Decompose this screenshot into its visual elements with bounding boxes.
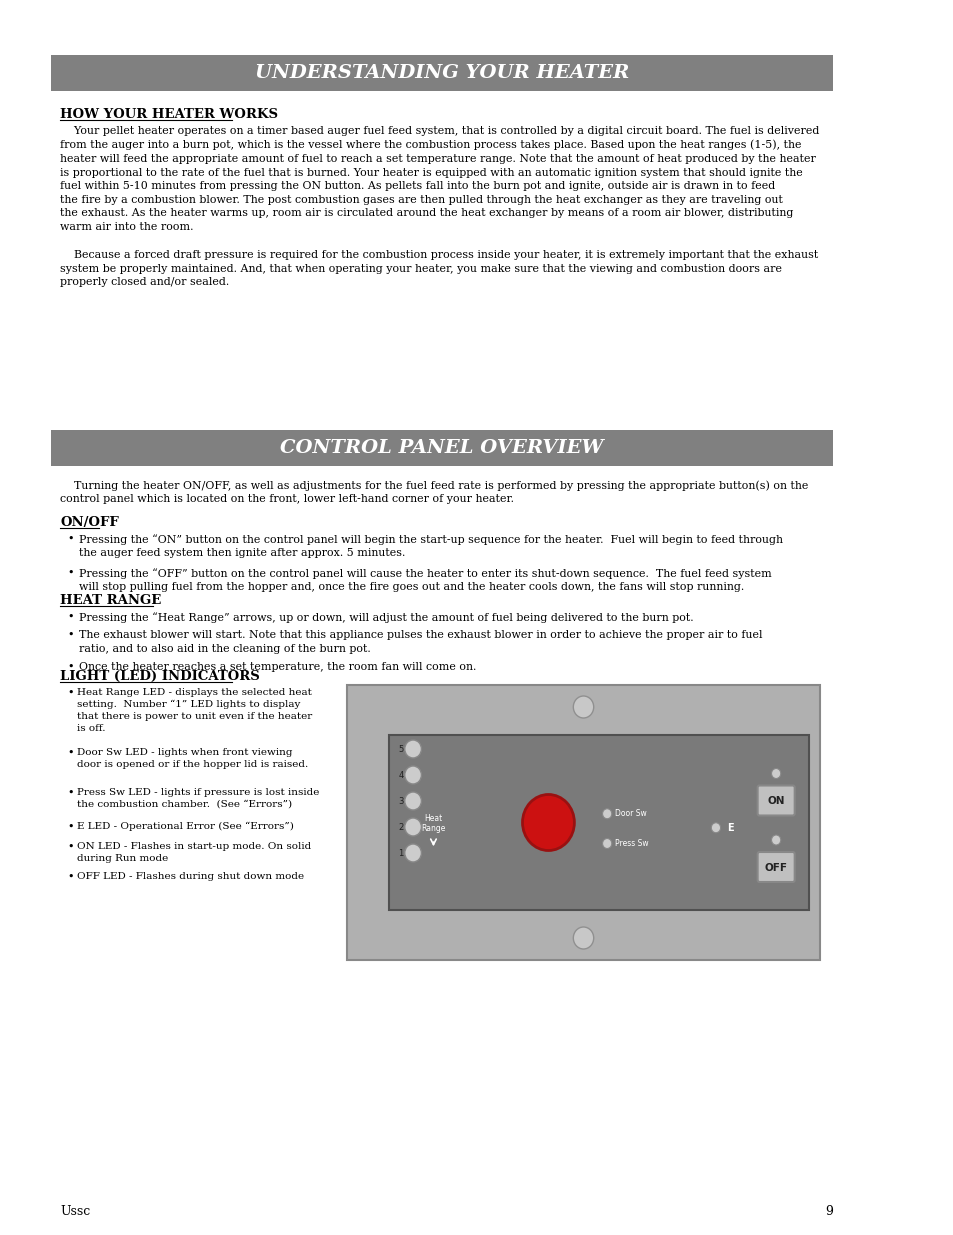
Circle shape	[771, 835, 780, 845]
Text: •: •	[68, 568, 74, 578]
Text: 5: 5	[398, 745, 403, 753]
Text: Once the heater reaches a set temperature, the room fan will come on.: Once the heater reaches a set temperatur…	[79, 662, 476, 672]
FancyBboxPatch shape	[51, 56, 832, 91]
Text: OFF: OFF	[764, 863, 787, 873]
Circle shape	[404, 818, 421, 836]
Text: ON/OFF: ON/OFF	[60, 516, 119, 529]
Text: Pressing the “OFF” button on the control panel will cause the heater to enter it: Pressing the “OFF” button on the control…	[79, 568, 771, 593]
FancyBboxPatch shape	[347, 685, 819, 960]
Text: •: •	[68, 823, 74, 832]
FancyBboxPatch shape	[389, 735, 808, 910]
Text: 9: 9	[825, 1205, 833, 1218]
Text: LIGHT (LED) INDICATORS: LIGHT (LED) INDICATORS	[60, 671, 259, 683]
Text: •: •	[68, 630, 74, 640]
Text: •: •	[68, 748, 74, 758]
Text: 2: 2	[398, 823, 403, 831]
FancyBboxPatch shape	[757, 852, 794, 882]
Text: 1: 1	[398, 848, 403, 857]
Text: Heat Range LED - displays the selected heat
setting.  Number “1” LED lights to d: Heat Range LED - displays the selected h…	[77, 688, 312, 732]
Text: •: •	[68, 662, 74, 672]
Text: •: •	[68, 688, 74, 698]
Text: The exhaust blower will start. Note that this appliance pulses the exhaust blowe: The exhaust blower will start. Note that…	[79, 630, 761, 653]
Circle shape	[404, 740, 421, 758]
Circle shape	[573, 927, 593, 948]
Circle shape	[404, 792, 421, 810]
Text: 3: 3	[398, 797, 403, 805]
Text: Turning the heater ON/OFF, as well as adjustments for the fuel feed rate is perf: Turning the heater ON/OFF, as well as ad…	[60, 480, 808, 504]
FancyBboxPatch shape	[757, 785, 794, 815]
Text: •: •	[68, 842, 74, 852]
Text: Your pellet heater operates on a timer based auger fuel feed system, that is con: Your pellet heater operates on a timer b…	[60, 126, 819, 232]
Text: HOW YOUR HEATER WORKS: HOW YOUR HEATER WORKS	[60, 107, 278, 121]
Text: Pressing the “Heat Range” arrows, up or down, will adjust the amount of fuel bei: Pressing the “Heat Range” arrows, up or …	[79, 613, 693, 622]
Text: ON LED - Flashes in start-up mode. On solid
during Run mode: ON LED - Flashes in start-up mode. On so…	[77, 842, 311, 863]
Text: ON: ON	[766, 797, 784, 806]
Text: •: •	[68, 534, 74, 543]
Text: •: •	[68, 872, 74, 882]
Text: 4: 4	[398, 771, 403, 779]
Text: •: •	[68, 613, 74, 622]
Text: Door Sw LED - lights when front viewing
door is opened or if the hopper lid is r: Door Sw LED - lights when front viewing …	[77, 748, 308, 769]
Text: CONTROL PANEL OVERVIEW: CONTROL PANEL OVERVIEW	[280, 438, 603, 457]
Text: UNDERSTANDING YOUR HEATER: UNDERSTANDING YOUR HEATER	[254, 64, 628, 82]
Circle shape	[711, 823, 720, 832]
Circle shape	[771, 768, 780, 778]
Text: Pressing the “ON” button on the control panel will begin the start-up sequence f: Pressing the “ON” button on the control …	[79, 534, 781, 558]
Text: E LED - Operational Error (See “Errors”): E LED - Operational Error (See “Errors”)	[77, 823, 294, 831]
Text: Door Sw: Door Sw	[614, 809, 646, 819]
Text: E: E	[726, 823, 733, 832]
Circle shape	[602, 839, 611, 848]
Circle shape	[573, 697, 593, 718]
Text: OFF LED - Flashes during shut down mode: OFF LED - Flashes during shut down mode	[77, 872, 304, 881]
Circle shape	[602, 809, 611, 819]
Text: Press Sw: Press Sw	[614, 839, 647, 848]
Circle shape	[404, 844, 421, 862]
Text: HEAT RANGE: HEAT RANGE	[60, 594, 161, 606]
Text: Because a forced draft pressure is required for the combustion process inside yo: Because a forced draft pressure is requi…	[60, 249, 818, 288]
Text: Ussc: Ussc	[60, 1205, 91, 1218]
Text: Heat
Range: Heat Range	[421, 814, 445, 832]
Circle shape	[522, 794, 574, 851]
Text: •: •	[68, 788, 74, 798]
Text: Press Sw LED - lights if pressure is lost inside
the combustion chamber.  (See “: Press Sw LED - lights if pressure is los…	[77, 788, 319, 809]
FancyBboxPatch shape	[51, 430, 832, 466]
Circle shape	[404, 766, 421, 784]
